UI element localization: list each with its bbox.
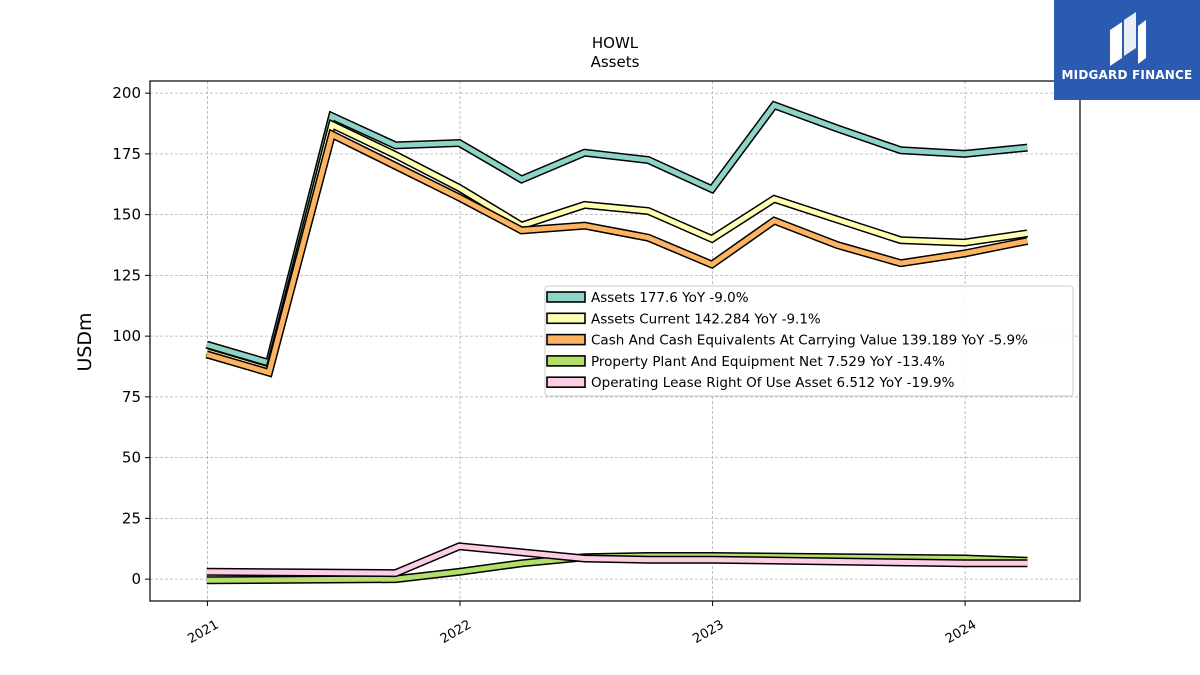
y-tick-label: 25 xyxy=(122,509,141,527)
legend-swatch xyxy=(546,312,586,325)
legend-label: Assets Current 142.284 YoY -9.1% xyxy=(591,311,821,327)
legend-label: Property Plant And Equipment Net 7.529 Y… xyxy=(591,354,945,370)
plot-frame xyxy=(149,80,1081,602)
series-line xyxy=(206,543,1028,576)
chart-title: HOWL xyxy=(592,34,639,52)
legend-label: Operating Lease Right Of Use Asset 6.512… xyxy=(591,375,955,391)
y-tick-label: 50 xyxy=(122,449,141,467)
y-tick-label: 75 xyxy=(122,388,141,406)
x-tick-label: 2024 xyxy=(943,617,979,647)
legend-label: Cash And Cash Equivalents At Carrying Va… xyxy=(591,333,1028,349)
brand-name: MIDGARD FINANCE xyxy=(1061,68,1193,82)
x-tick-label: 2023 xyxy=(690,617,726,647)
series-line xyxy=(205,130,1028,376)
legend-label: Assets 177.6 YoY -9.0% xyxy=(591,290,749,306)
y-tick-label: 175 xyxy=(112,145,141,163)
series-lines xyxy=(205,100,1029,585)
legend-swatch xyxy=(546,355,586,367)
legend-swatch xyxy=(546,291,586,303)
x-tick-label: 2021 xyxy=(185,617,221,647)
legend-box xyxy=(544,285,1074,397)
legend: Assets 177.6 YoY -9.0% Assets Current 142… xyxy=(544,285,1074,397)
midgard-logo-icon xyxy=(1110,12,1146,66)
series-line xyxy=(205,121,1028,374)
x-tick-label: 2022 xyxy=(438,617,474,647)
legend-swatch xyxy=(546,333,586,346)
brand-logo: MIDGARD FINANCE xyxy=(1054,0,1200,100)
y-tick-label: 200 xyxy=(112,84,141,102)
x-axis: 2021 2022 2023 2024 xyxy=(185,601,979,647)
chart-subtitle: Assets xyxy=(591,53,640,71)
series-line xyxy=(205,102,1028,367)
y-tick-label: 100 xyxy=(112,327,141,345)
y-tick-label: 150 xyxy=(112,206,141,224)
y-axis: 0 25 50 75 100 125 150 175 200 xyxy=(112,84,150,588)
y-tick-label: 125 xyxy=(112,266,141,284)
y-axis-label: USDm xyxy=(74,312,96,371)
y-tick-label: 0 xyxy=(131,570,141,588)
legend-swatch xyxy=(546,376,586,389)
